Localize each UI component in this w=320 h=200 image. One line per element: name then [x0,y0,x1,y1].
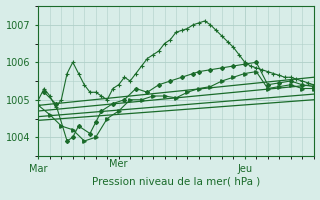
Text: Mer: Mer [109,159,128,169]
X-axis label: Pression niveau de la mer( hPa ): Pression niveau de la mer( hPa ) [92,176,260,186]
